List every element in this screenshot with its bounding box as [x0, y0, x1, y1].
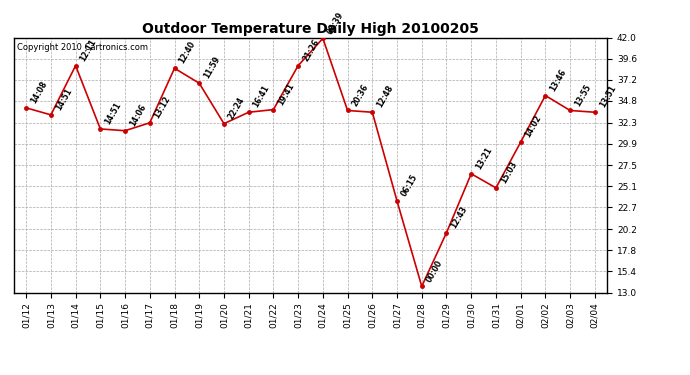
Text: 12:11: 12:11: [79, 38, 98, 63]
Text: 12:40: 12:40: [177, 40, 197, 66]
Text: 14:51: 14:51: [54, 87, 73, 112]
Text: 14:51: 14:51: [103, 101, 123, 126]
Text: 14:02: 14:02: [524, 114, 543, 140]
Text: 13:12: 13:12: [152, 94, 172, 120]
Text: 13:21: 13:21: [474, 146, 494, 171]
Title: Outdoor Temperature Daily High 20100205: Outdoor Temperature Daily High 20100205: [142, 22, 479, 36]
Text: 13:55: 13:55: [573, 82, 593, 108]
Text: 13:46: 13:46: [548, 68, 568, 93]
Text: 08:39: 08:39: [326, 10, 346, 36]
Text: 12:48: 12:48: [375, 84, 395, 110]
Text: 00:00: 00:00: [424, 258, 444, 284]
Text: 11:59: 11:59: [202, 55, 221, 81]
Text: 22:24: 22:24: [227, 96, 246, 121]
Text: 14:08: 14:08: [29, 80, 49, 105]
Text: 20:36: 20:36: [351, 82, 371, 108]
Text: 06:15: 06:15: [400, 173, 420, 198]
Text: Copyright 2010 Cartronics.com: Copyright 2010 Cartronics.com: [17, 43, 148, 52]
Text: 14:06: 14:06: [128, 102, 148, 128]
Text: 15:03: 15:03: [499, 160, 518, 185]
Text: 19:41: 19:41: [276, 81, 296, 107]
Text: 16:41: 16:41: [251, 84, 271, 110]
Text: 21:26: 21:26: [301, 38, 321, 63]
Text: 13:51: 13:51: [598, 84, 618, 110]
Text: 12:43: 12:43: [449, 204, 469, 230]
